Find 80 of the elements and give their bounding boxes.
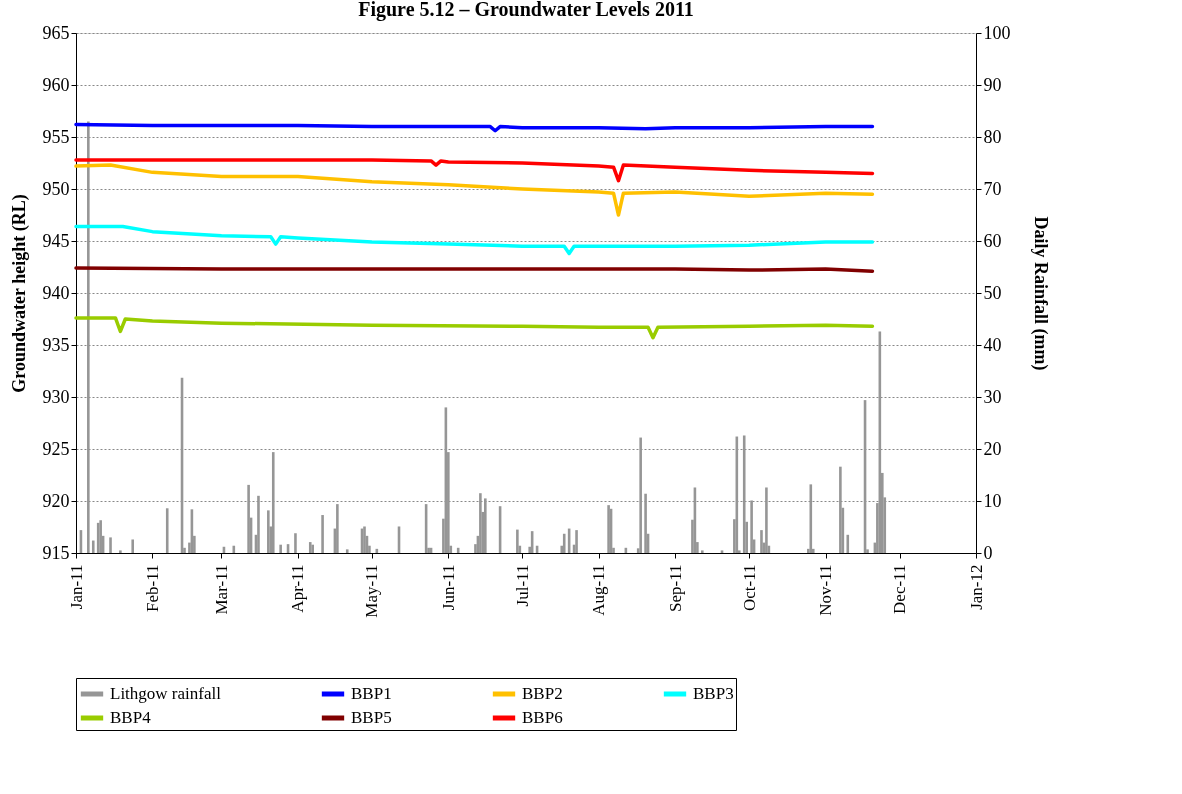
y2-tick-label: 30: [983, 386, 1002, 407]
y2-tick-label: 80: [983, 126, 1002, 147]
bar: [279, 544, 282, 553]
y2-tick-label: 40: [983, 334, 1002, 355]
y2-tick-label: 20: [983, 438, 1002, 459]
x-tick-label: Jun-11: [438, 564, 458, 611]
y2-tick-label: 70: [983, 178, 1002, 199]
bar: [321, 515, 324, 553]
legend-label: BBP4: [110, 708, 152, 727]
bar: [336, 504, 339, 553]
x-tick-label: Jan-11: [66, 564, 86, 610]
y-tick-label: 915: [42, 542, 70, 563]
bar: [87, 121, 90, 553]
bar: [257, 495, 260, 553]
bar: [639, 437, 642, 553]
bar: [165, 508, 169, 553]
y2-tick-label: 50: [983, 282, 1002, 303]
x-tick-label: Feb-11: [142, 564, 162, 613]
y2-tick-label: 90: [983, 74, 1002, 95]
x-tick-label: Mar-11: [211, 564, 231, 615]
bar: [271, 452, 275, 553]
legend-label: BBP3: [693, 684, 734, 703]
bar: [131, 539, 135, 553]
x-tick-label: May-11: [362, 564, 382, 618]
y2-tick-label: 60: [983, 230, 1002, 251]
bar: [701, 550, 704, 553]
line-series: [74, 158, 875, 183]
x-tick-label: Jul-11: [512, 564, 532, 607]
bar: [742, 435, 746, 553]
bar: [345, 549, 349, 553]
legend-label: BBP1: [351, 684, 392, 703]
x-tick-label: Apr-11: [288, 564, 308, 613]
chart-title: Figure 5.12 – Groundwater Levels 2011: [358, 0, 694, 21]
line-series: [74, 122, 875, 133]
bar: [109, 537, 112, 553]
y2-axis-title: Daily Rainfall (mm): [1029, 216, 1051, 371]
bar: [479, 493, 482, 553]
bar: [644, 493, 647, 553]
bar: [839, 466, 842, 553]
bar: [765, 487, 768, 553]
y-tick-label: 925: [42, 438, 70, 459]
bar: [119, 550, 122, 553]
x-tick-label: Nov-11: [816, 564, 836, 616]
bar: [809, 484, 813, 553]
y-tick-label: 950: [42, 178, 70, 199]
y-tick-label: 945: [42, 230, 70, 251]
bar: [516, 529, 519, 553]
line-series: [74, 316, 875, 340]
x-tick-label: Sep-11: [665, 564, 685, 613]
y-axis-title: Groundwater height (RL): [8, 194, 30, 393]
bar: [247, 484, 250, 553]
x-tick-label: Jan-12: [966, 564, 986, 610]
bar: [267, 510, 270, 553]
line-series: [74, 224, 875, 256]
y2-tick-label: 0: [983, 542, 993, 563]
bar: [562, 533, 566, 553]
legend-label: BBP5: [351, 708, 392, 727]
line-series: [74, 163, 875, 217]
y2-tick-label: 10: [983, 490, 1002, 511]
bar: [484, 498, 487, 553]
bar: [846, 534, 850, 553]
y-tick-label: 960: [42, 74, 70, 95]
x-tick-label: Oct-11: [739, 564, 759, 612]
x-tick-label: Aug-11: [589, 564, 609, 616]
bar: [91, 540, 95, 553]
y2-tick-label: 100: [983, 22, 1011, 43]
legend-label: Lithgow rainfall: [110, 684, 222, 703]
y-tick-label: 920: [42, 490, 70, 511]
y-tick-label: 930: [42, 386, 70, 407]
legend-label: BBP2: [522, 684, 563, 703]
bar: [760, 530, 763, 553]
y-tick-label: 940: [42, 282, 70, 303]
bar: [575, 530, 578, 553]
bar: [294, 533, 297, 553]
legend-label: BBP6: [522, 708, 563, 727]
bar: [750, 500, 753, 553]
x-tick-label: Dec-11: [890, 564, 910, 614]
y-tick-label: 965: [42, 22, 70, 43]
y-tick-label: 955: [42, 126, 70, 147]
y-tick-label: 935: [42, 334, 70, 355]
